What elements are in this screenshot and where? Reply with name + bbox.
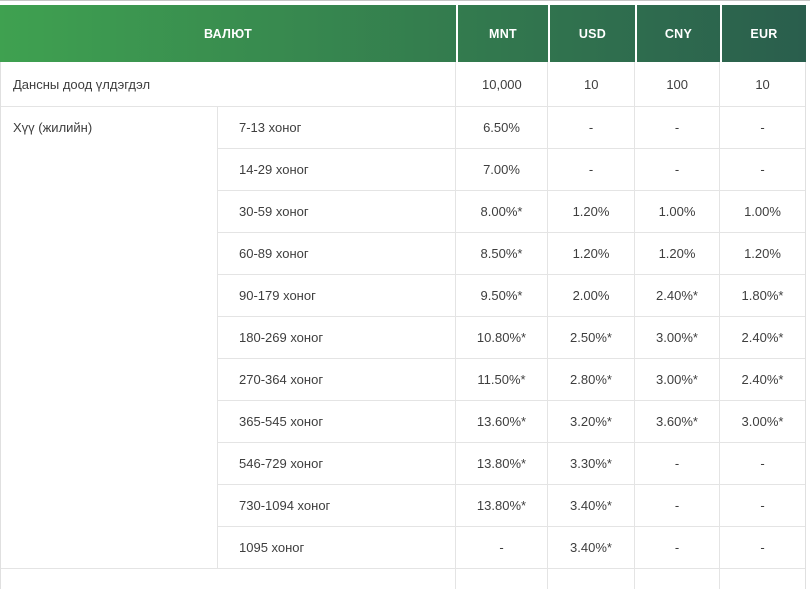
table-row: 546-729 хоног 13.80%* 3.30%* - - [218, 442, 805, 484]
rate-usd: 3.40%* [547, 527, 634, 568]
header-cell-cny: CNY [635, 5, 720, 62]
rate-eur: 2.40%* [719, 317, 805, 358]
rate-eur: - [719, 485, 805, 526]
header-cell-mnt: MNT [456, 5, 548, 62]
period-label: 14-29 хоног [239, 162, 309, 177]
table-row: 180-269 хоног 10.80%* 2.50%* 3.00%* 2.40… [218, 316, 805, 358]
table-row: 730-1094 хоног 13.80%* 3.40%* - - [218, 484, 805, 526]
rate-usd: 3.30%* [547, 443, 634, 484]
rate-usd: 2.00% [547, 275, 634, 316]
rate-cny: 1.00% [634, 191, 719, 232]
rate-usd: 2.50%* [547, 317, 634, 358]
interest-section-label: Хүү (жилийн) [13, 120, 93, 135]
rate-mnt: 9.50%* [455, 275, 547, 316]
rate-mnt: 8.00%* [455, 191, 547, 232]
interest-section: Хүү (жилийн) 7-13 хоног 6.50% - - - 14-2… [1, 107, 805, 569]
rate-mnt: 7.00% [455, 149, 547, 190]
period-label: 60-89 хоног [239, 246, 309, 261]
period-label: 7-13 хоног [239, 120, 302, 135]
clipped-next-row [1, 569, 805, 589]
deposit-rates-table: ВАЛЮТ MNT USD CNY EUR Дансны доод үлдэгд… [0, 5, 806, 589]
period-label: 180-269 хоног [239, 330, 324, 345]
period-label: 90-179 хоног [239, 288, 316, 303]
rate-eur: - [719, 443, 805, 484]
rate-mnt: 11.50%* [455, 359, 547, 400]
rate-cny: 3.00%* [634, 317, 719, 358]
table-row: 30-59 хоног 8.00%* 1.20% 1.00% 1.00% [218, 190, 805, 232]
rate-usd: 1.20% [547, 233, 634, 274]
rate-cny: - [634, 527, 719, 568]
rate-cny: - [634, 443, 719, 484]
rate-eur: - [719, 149, 805, 190]
rate-eur: - [719, 107, 805, 148]
rate-cny: - [634, 485, 719, 526]
rate-eur: - [719, 527, 805, 568]
interest-rows: 7-13 хоног 6.50% - - - 14-29 хоног 7.00%… [217, 107, 805, 568]
rate-cny: 3.60%* [634, 401, 719, 442]
rate-usd: 3.20%* [547, 401, 634, 442]
period-label: 365-545 хоног [239, 414, 324, 429]
min-balance-usd: 10 [547, 62, 634, 106]
rate-eur: 3.00%* [719, 401, 805, 442]
period-label: 1095 хоног [239, 540, 305, 555]
min-balance-label: Дансны доод үлдэгдэл [13, 76, 151, 92]
rate-mnt: - [455, 527, 547, 568]
page-top-divider [0, 0, 810, 5]
min-balance-mnt: 10,000 [455, 62, 547, 106]
rate-mnt: 13.80%* [455, 485, 547, 526]
rate-usd: 1.20% [547, 191, 634, 232]
rate-usd: - [547, 149, 634, 190]
period-label: 546-729 хоног [239, 456, 324, 471]
header-cell-eur: EUR [720, 5, 806, 62]
min-balance-cny: 100 [634, 62, 719, 106]
table-header-row: ВАЛЮТ MNT USD CNY EUR [0, 5, 806, 62]
table-row: 14-29 хоног 7.00% - - - [218, 148, 805, 190]
rate-mnt: 10.80%* [455, 317, 547, 358]
table-row: 60-89 хоног 8.50%* 1.20% 1.20% 1.20% [218, 232, 805, 274]
rate-mnt: 13.60%* [455, 401, 547, 442]
rate-usd: 3.40%* [547, 485, 634, 526]
table-row: 7-13 хоног 6.50% - - - [218, 107, 805, 148]
period-label: 730-1094 хоног [239, 498, 331, 513]
table-row: 1095 хоног - 3.40%* - - [218, 526, 805, 568]
rate-mnt: 8.50%* [455, 233, 547, 274]
rate-eur: 1.80%* [719, 275, 805, 316]
rate-mnt: 6.50% [455, 107, 547, 148]
rate-cny: - [634, 107, 719, 148]
rate-cny: 2.40%* [634, 275, 719, 316]
header-cell-usd: USD [548, 5, 635, 62]
header-cell-currency: ВАЛЮТ [203, 26, 253, 41]
period-label: 30-59 хоног [239, 204, 309, 219]
table-row: 90-179 хоног 9.50%* 2.00% 2.40%* 1.80%* [218, 274, 805, 316]
period-label: 270-364 хоног [239, 372, 324, 387]
rate-eur: 1.20% [719, 233, 805, 274]
rate-cny: - [634, 149, 719, 190]
min-balance-eur: 10 [719, 62, 805, 106]
rate-mnt: 13.80%* [455, 443, 547, 484]
min-balance-row: Дансны доод үлдэгдэл 10,000 10 100 10 [1, 62, 805, 107]
rate-cny: 1.20% [634, 233, 719, 274]
rate-cny: 3.00%* [634, 359, 719, 400]
rate-usd: 2.80%* [547, 359, 634, 400]
table-row: 365-545 хоног 13.60%* 3.20%* 3.60%* 3.00… [218, 400, 805, 442]
table-body: Дансны доод үлдэгдэл 10,000 10 100 10 Хү… [0, 62, 806, 589]
rate-eur: 1.00% [719, 191, 805, 232]
table-row: 270-364 хоног 11.50%* 2.80%* 3.00%* 2.40… [218, 358, 805, 400]
rate-usd: - [547, 107, 634, 148]
rate-eur: 2.40%* [719, 359, 805, 400]
